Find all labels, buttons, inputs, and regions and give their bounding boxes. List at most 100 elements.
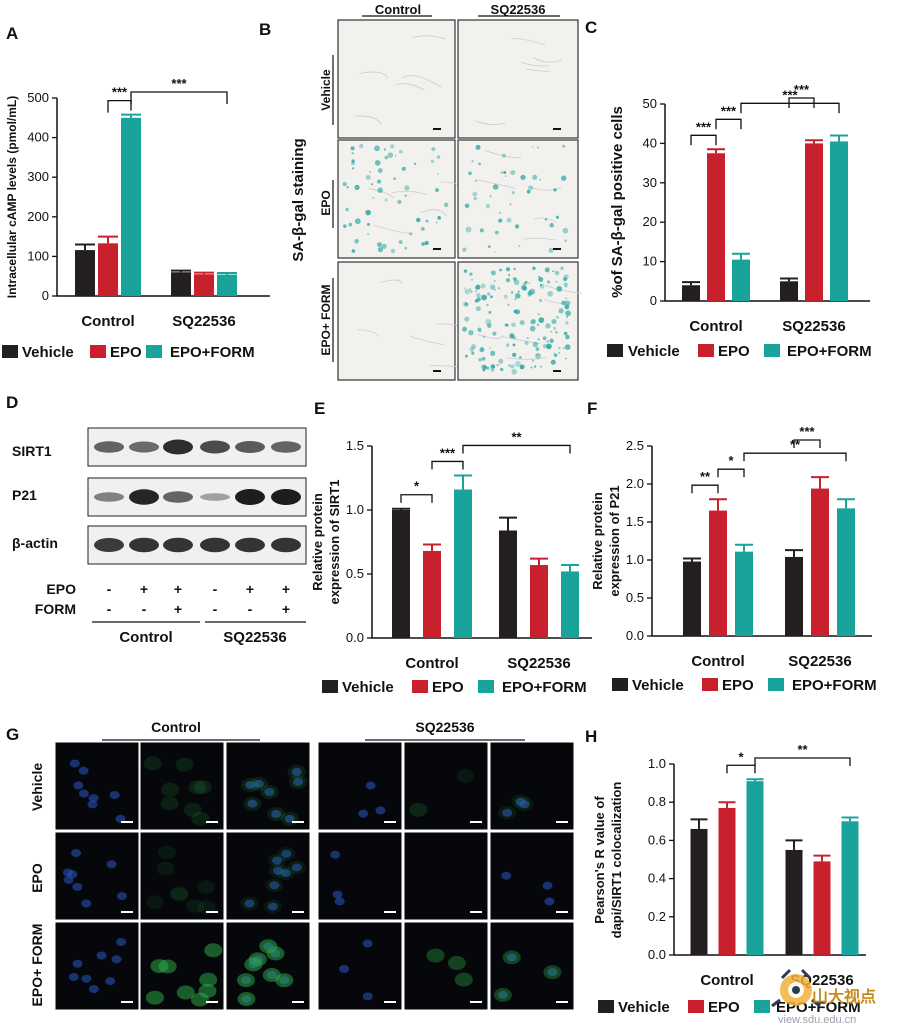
stain-spot: [374, 145, 380, 152]
bar-control-epo-form: [454, 489, 472, 638]
cell-outline: [374, 224, 413, 235]
stain-spot: [547, 290, 553, 297]
nucleus: [68, 972, 79, 981]
legend-label-epo-form: EPO+FORM: [792, 677, 877, 694]
y-tick-label: 1.0: [648, 756, 666, 771]
stain-spot: [381, 243, 387, 249]
bar-sq22536-epo: [805, 143, 823, 301]
stain-spot: [437, 216, 441, 220]
stain-spot: [435, 188, 439, 192]
stain-spot: [538, 275, 541, 278]
nucleus: [544, 897, 555, 906]
legend-swatch-epo-form: [768, 678, 784, 691]
bar-control-vehicle: [683, 561, 701, 636]
significance-label: ***: [794, 82, 810, 97]
stain-spot: [522, 285, 527, 291]
stain-spot: [524, 280, 528, 284]
nucleus: [542, 881, 553, 890]
stain-spot: [404, 194, 407, 197]
band-p21: [200, 493, 230, 501]
cell-outline: [402, 75, 442, 88]
legend-label-epo: EPO: [432, 679, 464, 696]
bar-control-epo: [98, 243, 118, 296]
nucleus: [291, 767, 302, 776]
stain-spot: [539, 298, 543, 303]
stain-spot: [471, 160, 474, 163]
stain-spot: [371, 183, 374, 186]
stain-spot: [486, 323, 492, 328]
cell-outline: [395, 83, 425, 91]
sirt1-signal: [277, 846, 296, 861]
stain-spot: [555, 331, 558, 334]
nucleus: [519, 800, 530, 809]
stain-spot: [555, 315, 560, 319]
stain-spot: [421, 242, 425, 246]
y-tick-label: 0.8: [648, 794, 666, 809]
significance-bracket: [462, 444, 571, 454]
y-tick-label: 2.5: [626, 438, 644, 453]
group-label-control: Control: [405, 655, 458, 672]
cell-outline: [533, 217, 557, 223]
stain-spot: [488, 346, 491, 350]
stain-spot: [374, 160, 381, 166]
sirt1-signal: [199, 972, 218, 987]
fluor-tile-epo-form-2: [225, 921, 311, 1011]
sirt1-signal: [188, 780, 207, 795]
stain-spot: [443, 202, 449, 208]
stain-spot: [555, 280, 558, 283]
form-mark: +: [282, 601, 290, 617]
stain-spot: [509, 333, 515, 339]
bar-sq22536-epo-form: [841, 821, 859, 955]
stain-spot: [351, 167, 355, 170]
nucleus: [106, 860, 117, 869]
stain-spot: [430, 159, 435, 164]
sirt1-signal: [161, 782, 180, 797]
band-p21: [235, 489, 265, 505]
significance-bracket: [715, 118, 742, 130]
cell-outline: [420, 209, 448, 217]
sirt1-signal: [408, 803, 427, 818]
cell-outline: [380, 279, 403, 285]
group-label-sq22536: SQ22536: [782, 318, 845, 335]
stain-spot: [464, 302, 468, 306]
sirt1-signal: [249, 776, 268, 791]
sirt1-signal: [197, 880, 216, 895]
stain-spot: [565, 297, 568, 300]
legend-swatch-vehicle: [598, 1000, 614, 1013]
stain-spot: [563, 282, 568, 287]
fluor-row-vehicle: Vehicle: [29, 763, 45, 811]
epo-mark: +: [282, 581, 290, 597]
nucleus: [247, 799, 258, 808]
nucleus: [96, 951, 107, 960]
epo-mark: -: [107, 581, 112, 597]
nucleus: [264, 787, 275, 796]
sirt1-signal: [265, 878, 284, 893]
significance-label: ***: [440, 445, 456, 460]
epo-mark: +: [246, 581, 254, 597]
stain-spot: [546, 280, 551, 284]
significance-label: ***: [799, 424, 815, 439]
fluor-tile-frame: [403, 741, 489, 831]
stain-spot: [500, 367, 504, 372]
stain-spot: [435, 221, 438, 224]
significance-bracket: [793, 439, 821, 448]
stain-spot: [508, 274, 511, 277]
stain-spot: [350, 146, 355, 151]
nucleus: [63, 875, 74, 884]
sirt1-signal: [158, 959, 177, 974]
stain-spot: [377, 247, 384, 253]
sirt1-signal: [236, 973, 255, 988]
stain-spot: [532, 341, 539, 348]
bar-control-epo-form: [121, 117, 141, 296]
nucleus: [501, 871, 512, 880]
sirt1-signal: [409, 802, 428, 817]
group-label-sq22536: SQ22536: [507, 655, 570, 672]
micrograph-vehicle-sq22536: [457, 19, 579, 139]
y-tick-label: 100: [27, 248, 49, 263]
stain-spot: [481, 356, 486, 361]
stain-spot: [552, 270, 555, 273]
stain-spot: [535, 352, 541, 359]
y-tick-label: 2.0: [626, 476, 644, 491]
bar-sq22536-epo: [811, 488, 829, 636]
stain-spot: [387, 152, 394, 158]
